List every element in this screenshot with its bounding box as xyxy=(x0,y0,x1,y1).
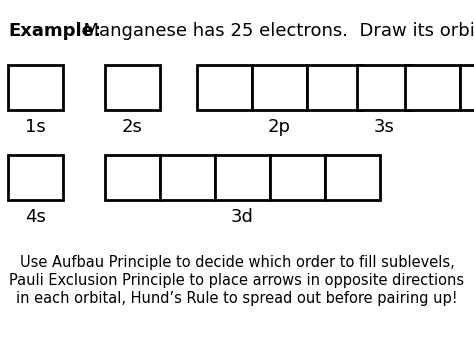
Bar xyxy=(307,65,362,110)
Bar xyxy=(105,65,160,110)
Text: 1s: 1s xyxy=(25,118,46,136)
Text: 2s: 2s xyxy=(122,118,143,136)
Text: 2p: 2p xyxy=(268,118,291,136)
Bar xyxy=(357,65,412,110)
Bar xyxy=(325,155,380,200)
Text: Example:: Example: xyxy=(8,22,101,40)
Bar xyxy=(8,65,63,110)
Bar xyxy=(215,155,270,200)
Text: Manganese has 25 electrons.  Draw its orbital diagram.: Manganese has 25 electrons. Draw its orb… xyxy=(72,22,474,40)
Text: 3d: 3d xyxy=(231,208,254,226)
Text: Pauli Exclusion Principle to place arrows in opposite directions: Pauli Exclusion Principle to place arrow… xyxy=(9,273,465,288)
Bar xyxy=(105,155,160,200)
Bar xyxy=(460,65,474,110)
Bar xyxy=(405,65,460,110)
Text: 4s: 4s xyxy=(25,208,46,226)
Bar xyxy=(197,65,252,110)
Text: Use Aufbau Principle to decide which order to fill sublevels,: Use Aufbau Principle to decide which ord… xyxy=(19,255,455,270)
Text: 3s: 3s xyxy=(374,118,395,136)
Bar xyxy=(160,155,215,200)
Bar xyxy=(270,155,325,200)
Text: in each orbital, Hund’s Rule to spread out before pairing up!: in each orbital, Hund’s Rule to spread o… xyxy=(16,291,458,306)
Bar xyxy=(252,65,307,110)
Bar xyxy=(8,155,63,200)
